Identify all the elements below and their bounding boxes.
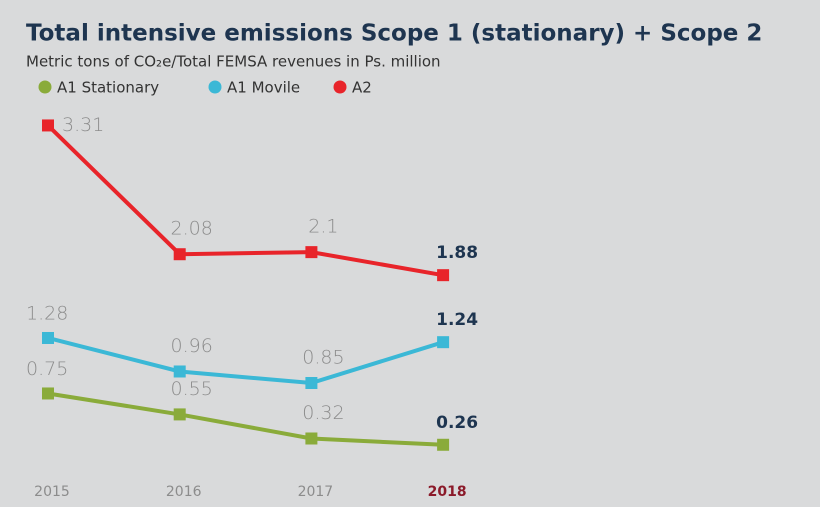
point (173, 365, 186, 378)
point (305, 432, 318, 445)
data-label: 1.28 (26, 302, 68, 324)
x-tick-label: 2017 (298, 484, 334, 500)
point (173, 408, 186, 421)
data-label: 0.26 (436, 413, 478, 433)
x-tick-label: 2016 (166, 484, 202, 500)
point (305, 246, 318, 259)
legend-label: A1 Movile (227, 79, 300, 97)
point (437, 336, 450, 349)
legend-marker (333, 80, 347, 94)
legend-label: A1 Stationary (57, 79, 159, 97)
x-tick-label: 2018 (428, 484, 467, 500)
x-tick-label: 2015 (34, 484, 70, 500)
data-label: 1.24 (436, 310, 478, 330)
data-label: 2.08 (171, 218, 213, 240)
series-line (47, 336, 444, 386)
point (305, 377, 318, 390)
data-label: 0.85 (302, 347, 344, 369)
data-label: 0.96 (171, 335, 213, 357)
point (42, 119, 54, 132)
series-line (46, 124, 444, 278)
data-label: 1.88 (436, 243, 478, 263)
point (437, 269, 450, 282)
data-label: 0.32 (302, 402, 344, 424)
point (437, 438, 450, 451)
legend-marker (208, 80, 222, 94)
legend-marker (38, 80, 52, 94)
data-label: 2.1 (308, 216, 338, 238)
chart-title: Total intensive emissions Scope 1 (stati… (26, 21, 762, 47)
data-label: 3.31 (62, 114, 104, 136)
data-label: 0.75 (26, 358, 68, 380)
data-label: 0.55 (171, 378, 213, 400)
point (173, 248, 186, 261)
series-line (47, 391, 444, 447)
point (42, 331, 54, 344)
chart-subtitle: Metric tons of CO₂e/Total FEMSA revenues… (26, 53, 441, 71)
legend-label: A2 (352, 79, 372, 97)
point (42, 387, 54, 400)
